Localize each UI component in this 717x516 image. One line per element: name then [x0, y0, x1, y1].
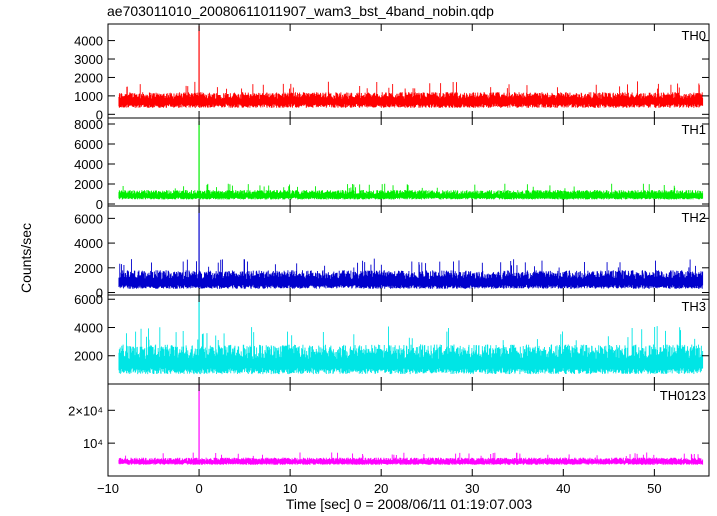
x-tick-label: 0	[195, 481, 202, 496]
panel-th0123-frame	[107, 383, 710, 477]
x-tick-label: 50	[647, 481, 661, 496]
y-tick-label: 2×10⁴	[68, 403, 103, 418]
y-tick-label: 6000	[74, 292, 103, 307]
y-tick-label: 2000	[74, 261, 103, 276]
y-tick-label: 6000	[74, 211, 103, 226]
series-th3-curve	[118, 326, 704, 375]
panel-name-th0: TH0	[681, 28, 706, 43]
series-th0123-curve	[118, 452, 704, 465]
panel-name-th3: TH3	[681, 299, 706, 314]
x-tick-label: 30	[465, 481, 479, 496]
series-th1-curve	[118, 183, 704, 200]
series-th0-curve	[118, 81, 704, 108]
y-tick-label: 1000	[74, 89, 103, 104]
y-tick-label: 2000	[74, 349, 103, 364]
panel-name-th1: TH1	[681, 122, 706, 137]
y-tick-label: 2000	[74, 177, 103, 192]
y-tick-label: 4000	[74, 320, 103, 335]
y-tick-label: 2000	[74, 70, 103, 85]
y-tick-label: 3000	[74, 52, 103, 67]
x-tick-label: −10	[97, 481, 119, 496]
x-tick-label: 20	[374, 481, 388, 496]
y-tick-label: 0	[96, 107, 103, 122]
y-tick-label: 4000	[74, 157, 103, 172]
y-tick-label: 0	[96, 286, 103, 301]
x-tick-label: 40	[556, 481, 570, 496]
y-tick-label: 8000	[74, 117, 103, 132]
y-tick-label: 10⁴	[83, 436, 103, 451]
x-tick-label: 10	[283, 481, 297, 496]
panel-name-th0123: TH0123	[660, 388, 706, 403]
x-axis-label: Time [sec] 0 = 2008/06/11 01:19:07.003	[285, 496, 533, 512]
panel-name-th2: TH2	[681, 210, 706, 225]
y-tick-label: 0	[96, 197, 103, 212]
chart-title: ae703011010_20080611011907_wam3_bst_4ban…	[107, 3, 494, 19]
series-th2-curve	[118, 258, 704, 289]
y-tick-label: 4000	[74, 236, 103, 251]
y-tick-label: 4000	[74, 34, 103, 49]
y-tick-label: 6000	[74, 137, 103, 152]
